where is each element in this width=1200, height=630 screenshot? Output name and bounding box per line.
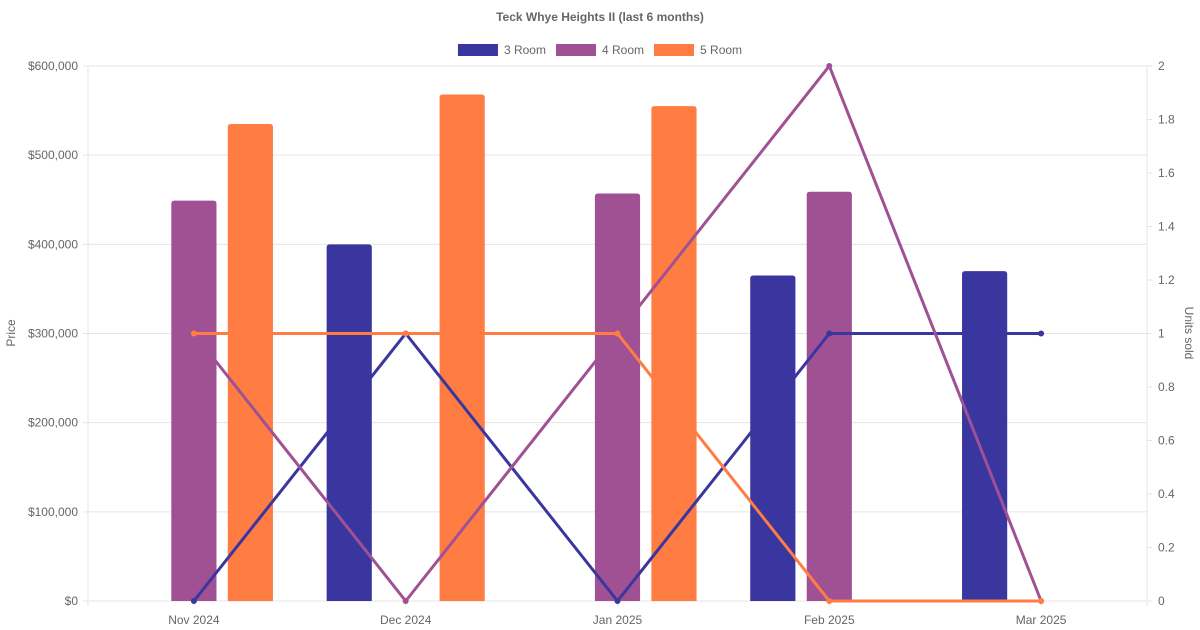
- data-point: [402, 330, 409, 337]
- y-axis-title: Price: [4, 319, 18, 347]
- legend-swatch: [457, 44, 498, 56]
- data-point: [190, 598, 197, 604]
- y2-tick-label: 0.6: [1158, 434, 1175, 448]
- y2-tick-label: 1.2: [1158, 273, 1175, 287]
- legend: 3 Room 4 Room 5 Room: [457, 43, 742, 57]
- y2-tick-label: 0.8: [1158, 380, 1175, 394]
- legend-swatch: [555, 44, 596, 56]
- y2-tick-label: 1: [1158, 327, 1165, 341]
- data-point: [1038, 598, 1045, 604]
- y-tick-label: $400,000: [28, 237, 78, 251]
- bar: [962, 271, 1008, 601]
- y-tick-label: $300,000: [28, 327, 78, 341]
- y2-tick-label: 0.2: [1158, 541, 1175, 555]
- bar: [227, 123, 273, 601]
- y-tick-label: $600,000: [28, 59, 78, 73]
- x-tick-label: Dec 2024: [380, 613, 432, 627]
- bar: [806, 191, 852, 601]
- y2-tick-label: 0.4: [1158, 487, 1175, 501]
- bar: [750, 275, 796, 601]
- bar: [594, 193, 641, 601]
- x-tick-label: Mar 2025: [1016, 613, 1067, 627]
- data-point: [614, 330, 621, 337]
- line-layer: [190, 63, 1045, 604]
- data-point: [402, 598, 409, 604]
- bar: [171, 200, 217, 601]
- y-tick-label: $0: [65, 594, 79, 608]
- data-point: [190, 330, 197, 337]
- legend-label: 3 Room: [504, 43, 546, 57]
- y2-tick-label: 1.6: [1158, 166, 1175, 180]
- legend-label: 5 Room: [700, 43, 742, 57]
- legend-label: 4 Room: [602, 43, 644, 57]
- legend-swatch: [654, 44, 695, 56]
- bar: [651, 106, 697, 601]
- y2-tick-label: 1.8: [1158, 113, 1175, 127]
- y-tick-label: $100,000: [28, 505, 78, 519]
- axis-layer: $0 $100,000 $200,000 $300,000 $400,000 $500,0…: [28, 59, 1175, 627]
- x-tick-label: Jan 2025: [593, 613, 643, 627]
- y2-tick-label: 1.4: [1158, 220, 1175, 234]
- x-tick-label: Nov 2024: [168, 613, 220, 627]
- data-point: [826, 63, 833, 69]
- data-point: [614, 598, 621, 604]
- chart-title: Teck Whye Heights II (last 6 months): [496, 10, 704, 24]
- data-point: [826, 598, 833, 604]
- y2-tick-label: 2: [1158, 59, 1165, 73]
- y-tick-label: $500,000: [28, 148, 78, 162]
- y2-axis-title: Units sold: [1182, 307, 1196, 360]
- y-tick-label: $200,000: [28, 416, 78, 430]
- data-point: [1038, 330, 1045, 337]
- bar-layer: [171, 94, 1008, 602]
- x-tick-label: Feb 2025: [804, 613, 855, 627]
- y2-tick-label: 0: [1158, 594, 1165, 608]
- data-point: [826, 330, 833, 337]
- bar: [439, 94, 485, 602]
